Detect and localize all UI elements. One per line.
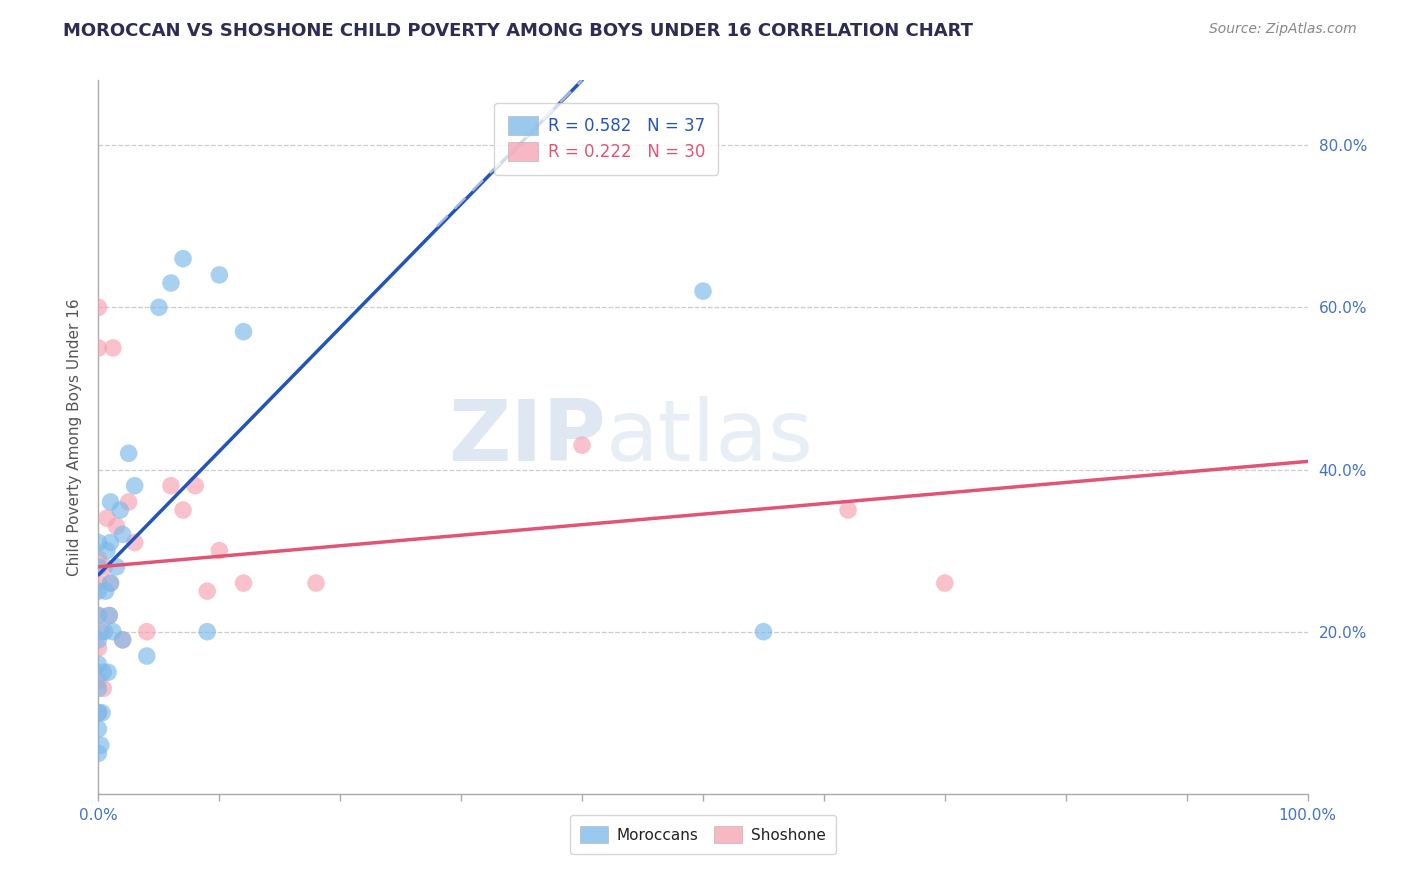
Point <box>87 301 110 315</box>
Point <box>100 576 122 591</box>
Point <box>87 632 110 647</box>
Point <box>232 576 254 591</box>
Text: atlas: atlas <box>606 395 814 479</box>
Point <box>87 722 110 736</box>
Point <box>692 284 714 298</box>
Point <box>87 576 110 591</box>
Point <box>135 624 157 639</box>
Point <box>100 535 122 549</box>
Point <box>87 657 110 672</box>
Point <box>87 559 110 574</box>
Point <box>100 576 122 591</box>
Point <box>87 706 110 720</box>
Point <box>87 681 110 696</box>
Text: Source: ZipAtlas.com: Source: ZipAtlas.com <box>1209 22 1357 37</box>
Point <box>87 747 110 761</box>
Point <box>172 252 194 266</box>
Point <box>90 738 112 752</box>
Point <box>752 624 775 639</box>
Point <box>148 301 170 315</box>
Point <box>87 341 110 355</box>
Point <box>172 503 194 517</box>
Point <box>97 665 120 680</box>
Point <box>208 268 231 282</box>
Point <box>96 543 118 558</box>
Point <box>111 632 134 647</box>
Point <box>93 559 115 574</box>
Point <box>305 576 328 591</box>
Point <box>96 511 118 525</box>
Point <box>101 341 124 355</box>
Point <box>101 624 124 639</box>
Point <box>111 632 134 647</box>
Y-axis label: Child Poverty Among Boys Under 16: Child Poverty Among Boys Under 16 <box>66 298 82 576</box>
Point <box>124 535 146 549</box>
Point <box>837 503 859 517</box>
Legend: Moroccans, Shoshone: Moroccans, Shoshone <box>569 815 837 854</box>
Point <box>87 608 110 623</box>
Point <box>208 543 231 558</box>
Point <box>105 519 128 533</box>
Point <box>91 665 114 680</box>
Text: MOROCCAN VS SHOSHONE CHILD POVERTY AMONG BOYS UNDER 16 CORRELATION CHART: MOROCCAN VS SHOSHONE CHILD POVERTY AMONG… <box>63 22 973 40</box>
Point <box>87 551 110 566</box>
Point <box>94 584 117 599</box>
Point <box>90 624 112 639</box>
Point <box>87 535 110 549</box>
Point <box>87 584 110 599</box>
Point <box>108 503 131 517</box>
Point <box>91 681 114 696</box>
Point <box>87 673 110 688</box>
Point <box>100 495 122 509</box>
Text: ZIP: ZIP <box>449 395 606 479</box>
Point <box>934 576 956 591</box>
Point <box>195 624 218 639</box>
Point <box>124 479 146 493</box>
Point <box>87 706 110 720</box>
Point <box>184 479 207 493</box>
Point <box>105 559 128 574</box>
Point <box>160 479 183 493</box>
Point <box>160 276 183 290</box>
Point <box>87 640 110 655</box>
Point <box>111 527 134 541</box>
Point <box>232 325 254 339</box>
Point <box>91 706 114 720</box>
Point <box>87 608 110 623</box>
Point <box>93 624 115 639</box>
Point <box>118 446 141 460</box>
Point <box>135 648 157 663</box>
Point <box>195 584 218 599</box>
Point <box>571 438 593 452</box>
Point <box>98 608 121 623</box>
Point <box>98 608 121 623</box>
Point <box>118 495 141 509</box>
